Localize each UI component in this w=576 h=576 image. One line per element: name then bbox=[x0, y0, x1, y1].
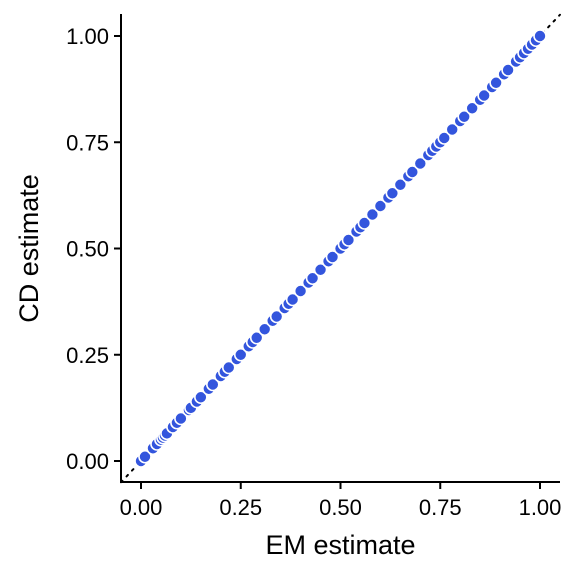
data-point bbox=[325, 250, 340, 264]
data-point bbox=[313, 262, 328, 277]
data-point bbox=[385, 186, 400, 201]
y-axis-ticks: 0.00 0.25 0.50 0.75 1.00 bbox=[66, 24, 121, 474]
data-point bbox=[393, 177, 408, 192]
data-point bbox=[501, 63, 515, 77]
x-tick-label: 0.00 bbox=[120, 495, 163, 520]
y-tick-label: 0.25 bbox=[66, 343, 109, 368]
data-point bbox=[465, 101, 479, 116]
y-tick-label: 0.75 bbox=[66, 130, 109, 155]
data-point bbox=[437, 131, 452, 145]
data-point bbox=[194, 390, 208, 405]
x-axis-ticks: 0.00 0.25 0.50 0.75 1.00 bbox=[120, 482, 562, 520]
y-tick-label: 0.50 bbox=[66, 237, 109, 262]
data-point bbox=[357, 216, 372, 230]
data-point bbox=[373, 199, 388, 213]
data-point bbox=[206, 377, 220, 392]
data-point bbox=[533, 29, 547, 43]
data-point bbox=[477, 88, 491, 103]
data-point bbox=[285, 292, 300, 307]
y-tick-label: 1.00 bbox=[66, 24, 109, 49]
data-point bbox=[257, 322, 272, 337]
x-tick-label: 0.50 bbox=[319, 495, 362, 520]
data-point bbox=[249, 330, 264, 345]
x-tick-label: 0.25 bbox=[219, 495, 262, 520]
data-points bbox=[134, 29, 547, 468]
data-point bbox=[221, 360, 236, 375]
data-point bbox=[457, 109, 471, 124]
data-point bbox=[269, 309, 284, 324]
x-tick-label: 0.75 bbox=[419, 495, 462, 520]
plot-area bbox=[120, 13, 561, 484]
data-point bbox=[174, 411, 188, 426]
data-point bbox=[405, 165, 420, 179]
data-point bbox=[445, 122, 460, 137]
y-axis-title: CD estimate bbox=[14, 174, 44, 323]
data-point bbox=[305, 271, 320, 286]
data-point bbox=[489, 75, 503, 90]
x-axis-title: EM estimate bbox=[265, 530, 415, 560]
y-tick-label: 0.00 bbox=[66, 449, 109, 474]
data-point bbox=[365, 207, 380, 222]
x-tick-label: 1.00 bbox=[519, 495, 562, 520]
data-point bbox=[233, 347, 248, 362]
data-point bbox=[138, 449, 152, 464]
data-point bbox=[341, 233, 356, 247]
data-point bbox=[293, 284, 308, 298]
data-point bbox=[413, 156, 428, 171]
